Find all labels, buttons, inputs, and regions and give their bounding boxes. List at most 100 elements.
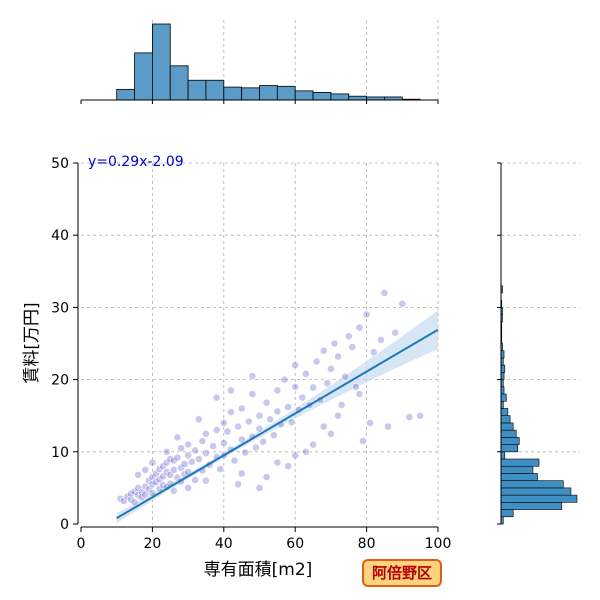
top-hist-bar [276,85,296,101]
scatter-point [362,310,371,319]
main-scatter-plot: 0 20 40 60 80 100 0 10 20 30 40 50 y=0.29x-2.09 専有… [22,154,451,580]
top-hist-bar [312,92,332,101]
right-hist-bar [500,509,514,518]
scatter-point [287,418,296,427]
scatter-point [226,386,235,395]
scatter-point [194,415,203,424]
top-hist-bar [223,86,243,101]
scatter-point [405,413,414,421]
top-hist-bar [187,79,207,101]
scatter-point [169,486,178,495]
scatter-point [201,429,210,438]
scatter-point [201,476,210,485]
scatter-point [334,352,342,361]
top-marginal-histogram [80,20,439,104]
main-axes [73,162,439,532]
scatter-point [284,462,292,471]
right-hist-bar [500,429,517,438]
scatter-point [262,398,271,407]
scatter-point [312,357,321,366]
y-tick-label: 20 [51,373,69,389]
scatter-point [380,289,389,297]
top-hist-bar [116,88,135,101]
top-hist-bar [294,90,314,101]
top-hist-bar [348,95,368,101]
scatter-point [237,404,246,413]
top-hist-bar [330,93,350,101]
scatter-point [262,473,271,481]
scatter-point [355,323,364,332]
scatter-point [326,429,335,438]
right-hist-bar [500,502,563,510]
scatter-point [184,451,192,460]
scatter-point [251,443,260,452]
scatter-point [280,375,289,384]
x-tick-label: 40 [215,536,233,552]
scatter-point [223,427,232,436]
right-hist-bar [500,473,538,481]
ward-badge-label: 阿倍野区 [372,564,432,582]
scatter-point [398,299,407,308]
scatter-point [341,372,350,381]
scatter-point [391,328,400,337]
right-hist-bar [500,393,507,402]
scatter-point [148,458,157,467]
scatter-point [173,433,182,442]
scatter-point [244,417,253,426]
scatter-point [201,449,210,458]
scatter-point [255,411,264,420]
right-hist-bar [500,444,519,453]
x-tick-label: 20 [143,536,161,552]
scatter-point [273,407,282,416]
top-hist-bar [134,52,153,101]
scatter-point [348,343,357,351]
scatter-point [319,346,328,355]
x-tick-label: 100 [425,536,452,552]
scatter-point [301,369,310,378]
scatter-point [255,483,264,492]
scatter-point [234,422,242,431]
scatter-point [366,418,375,427]
scatter-point [191,446,200,455]
scatter-point [291,361,300,370]
scatter-point [326,364,335,373]
right-hist-bar [500,415,511,424]
x-tick-labels: 0 20 40 60 80 100 [77,536,452,552]
scatter-point [344,332,353,341]
right-hist-bar [500,437,520,445]
scatter-point [212,426,221,434]
scatter-point [191,476,200,484]
x-tick-label: 0 [77,536,86,552]
scatter-point [230,456,239,465]
scatter-point [177,444,185,453]
scatter-point [384,422,392,431]
scatter-point [141,465,150,474]
scatter-point [216,465,225,473]
scatter-point [241,448,250,457]
x-axis-label: 専有面積[m2] [204,560,313,580]
scatter-point [291,382,300,391]
regression-equation-label: y=0.29x-2.09 [88,154,184,170]
y-tick-label: 40 [51,228,69,244]
scatter-point [219,439,228,447]
scatter-point [234,480,242,489]
scatter-point [269,431,278,440]
scatter-points [116,289,424,507]
scatter-point [194,455,203,463]
scatter-point [337,400,346,409]
scatter-point [351,382,360,391]
y-tick-label: 0 [60,517,69,533]
scatter-point [369,348,378,357]
right-hist-bar [500,494,578,503]
scatter-point [273,458,282,467]
grid-lines [81,162,439,524]
scatter-point [180,460,189,468]
regression-line [116,328,439,520]
y-axis-label: 賃料[万円] [22,302,42,383]
top-hist-bar [205,79,225,101]
scatter-point [169,465,178,474]
scatter-point [173,453,182,462]
scatter-point [355,390,364,398]
scatter-point [212,393,221,402]
